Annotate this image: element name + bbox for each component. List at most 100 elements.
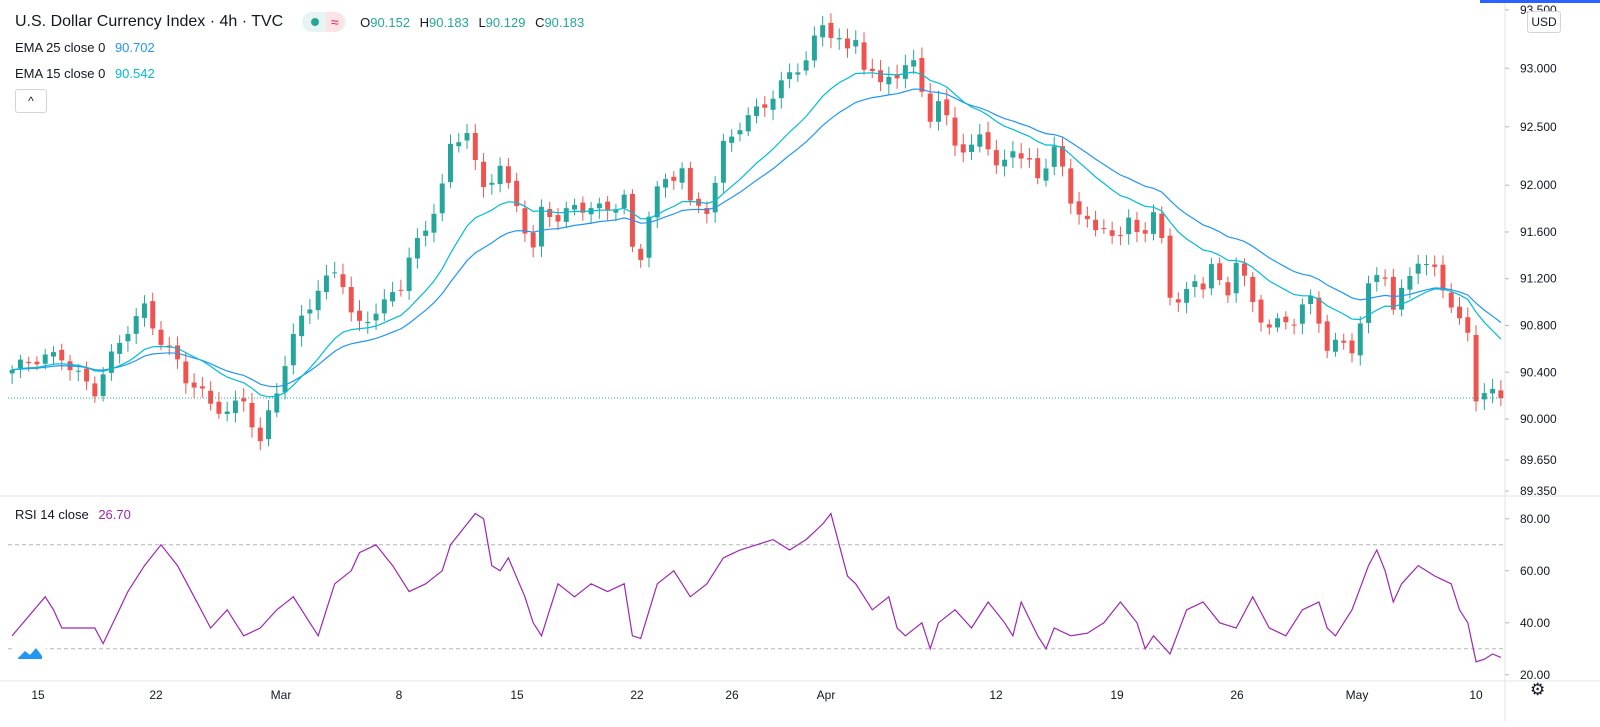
- price-tick-label: 93.000: [1520, 61, 1557, 75]
- candle-body: [1473, 335, 1479, 402]
- candle-body: [1316, 297, 1322, 324]
- candle-body: [381, 299, 387, 314]
- candle-body: [1440, 264, 1446, 291]
- candle-body: [985, 132, 991, 150]
- symbol-title[interactable]: U.S. Dollar Currency Index · 4h · TVC: [15, 13, 284, 30]
- candle-body: [1126, 217, 1132, 235]
- candle-body: [1490, 388, 1496, 394]
- settings-gear-icon[interactable]: ⚙: [1530, 680, 1546, 699]
- candle-body: [1275, 318, 1281, 328]
- candle-body: [1142, 230, 1148, 234]
- ema25-label: EMA 25 close 0: [15, 40, 106, 55]
- price-tick-label: 92.000: [1520, 178, 1557, 192]
- candle-body: [51, 352, 56, 357]
- candle-body: [1481, 393, 1487, 400]
- candle-body: [257, 427, 263, 442]
- candle-body: [787, 72, 793, 80]
- candle-body: [216, 401, 222, 414]
- candle-body: [1250, 276, 1256, 302]
- price-tick-label: 91.600: [1520, 225, 1557, 239]
- candle-body: [572, 204, 578, 210]
- candle-body: [439, 183, 445, 214]
- candle-body: [861, 42, 867, 70]
- candle-body: [208, 390, 214, 404]
- candle-body: [1109, 230, 1115, 236]
- candle-body: [737, 130, 743, 135]
- tradingview-logo-icon[interactable]: [13, 640, 47, 666]
- price-tick-label: 92.500: [1520, 120, 1557, 134]
- candle-body: [1101, 228, 1107, 230]
- ema25-legend[interactable]: EMA 25 close 0 90.702: [15, 40, 155, 55]
- candle-body: [1324, 321, 1330, 351]
- rsi-legend[interactable]: RSI 14 close 26.70: [15, 507, 131, 522]
- open-value: 90.152: [370, 15, 411, 31]
- candle-body: [340, 274, 346, 288]
- candle-body: [1399, 287, 1405, 310]
- candle-body: [133, 316, 139, 334]
- candle-body: [414, 238, 420, 259]
- price-tick-label: 91.200: [1520, 272, 1557, 286]
- candle-body: [1374, 275, 1380, 282]
- price-tick-label: 89.350: [1520, 484, 1557, 498]
- candle-body: [150, 301, 156, 329]
- rsi-tick-label: 60.00: [1520, 564, 1550, 578]
- candle-body: [1349, 340, 1355, 354]
- market-status-pill[interactable]: ≈: [301, 12, 346, 32]
- candle-body: [522, 208, 528, 234]
- candle-body: [398, 289, 404, 291]
- candle-body: [323, 275, 329, 292]
- candle-body: [1390, 276, 1396, 310]
- rsi-tick-label: 80.00: [1520, 512, 1550, 526]
- candle-body: [282, 366, 288, 393]
- candle-body: [1134, 219, 1140, 233]
- candle-body: [1076, 201, 1082, 215]
- candle-body: [489, 182, 495, 185]
- candle-body: [1175, 299, 1181, 303]
- candle-body: [663, 179, 669, 188]
- candle-body: [141, 303, 147, 318]
- ema15-label: EMA 15 close 0: [15, 66, 106, 81]
- ohlc-readout: O90.152 H90.183 L90.129 C90.183: [360, 14, 590, 31]
- candle-body: [687, 168, 693, 201]
- candle-body: [1208, 264, 1214, 289]
- candle-body: [1200, 283, 1206, 290]
- candle-body: [927, 93, 933, 122]
- ema25-value: 90.702: [114, 40, 155, 55]
- candle-body: [431, 213, 437, 233]
- candle-body: [75, 370, 81, 372]
- candle-body: [1308, 295, 1314, 305]
- collapse-legend-button[interactable]: ^: [15, 89, 47, 113]
- candle-body: [175, 345, 181, 360]
- candle-body: [232, 400, 238, 414]
- ema25-line: [12, 88, 1502, 388]
- currency-button[interactable]: USD: [1527, 11, 1561, 33]
- price-tick-label: 90.800: [1520, 318, 1557, 332]
- candle-body: [555, 215, 561, 222]
- candle-body: [1415, 263, 1421, 274]
- rsi-tick-label: 20.00: [1520, 668, 1550, 682]
- candle-body: [1448, 292, 1454, 308]
- candle-body: [1184, 288, 1190, 303]
- candle-body: [911, 60, 917, 67]
- time-tick-label: 19: [1110, 688, 1124, 702]
- candle-body: [59, 349, 65, 361]
- candle-body: [505, 166, 511, 183]
- candle-body: [613, 209, 619, 213]
- candle-body: [1432, 264, 1438, 267]
- rsi-tick-label: 40.00: [1520, 616, 1550, 630]
- candle-body: [472, 133, 478, 161]
- ema15-legend[interactable]: EMA 15 close 0 90.542: [15, 66, 155, 81]
- candle-body: [547, 209, 553, 217]
- candle-body: [902, 65, 908, 79]
- candle-body: [712, 182, 718, 213]
- low-value: 90.129: [485, 15, 526, 31]
- candle-body: [1241, 263, 1247, 276]
- candle-body: [315, 290, 321, 311]
- candle-body: [224, 411, 230, 415]
- time-tick-label: 15: [510, 688, 524, 702]
- candle-body: [117, 342, 123, 354]
- candle-body: [332, 272, 338, 274]
- candle-body: [1060, 146, 1065, 167]
